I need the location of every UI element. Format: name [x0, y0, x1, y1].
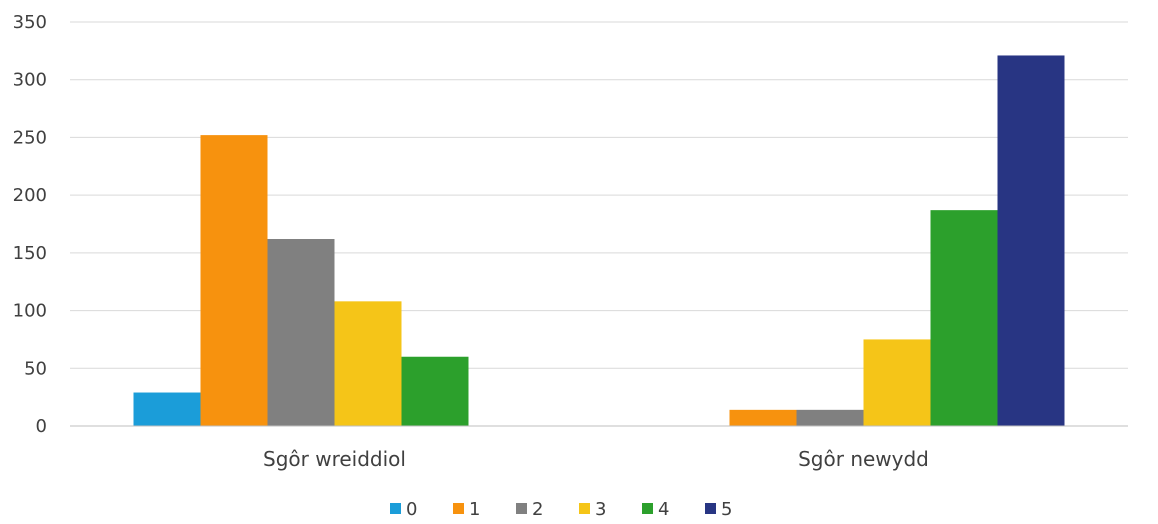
legend: 0 1 2 3 4 5 [390, 499, 732, 520]
bar-1-series-1 [201, 135, 268, 426]
legend-swatch-0 [390, 503, 401, 514]
bar-1-series-2 [268, 239, 335, 426]
y-tick-label-0: 0 [36, 416, 47, 437]
bar-2-series-2 [797, 410, 864, 426]
legend-swatch-1 [453, 503, 464, 514]
legend-swatch-4 [642, 503, 653, 514]
bar-1-series-4 [402, 357, 469, 426]
legend-label-2: 2 [532, 499, 543, 520]
y-tick-label-50: 50 [24, 358, 47, 379]
legend-swatch-2 [516, 503, 527, 514]
x-category-label-1: Sgôr wreiddiol [263, 447, 406, 471]
y-tick-label-350: 350 [13, 12, 47, 33]
legend-label-0: 0 [406, 499, 417, 520]
legend-swatch-5 [705, 503, 716, 514]
bar-2-series-1 [730, 410, 797, 426]
y-tick-label-100: 100 [13, 301, 47, 322]
x-category-label-2: Sgôr newydd [798, 447, 929, 471]
legend-label-5: 5 [721, 499, 732, 520]
legend-label-3: 3 [595, 499, 606, 520]
y-tick-label-250: 250 [13, 127, 47, 148]
y-tick-label-200: 200 [13, 185, 47, 206]
y-tick-label-150: 150 [13, 243, 47, 264]
bar-1-series-3 [335, 301, 402, 426]
legend-swatch-3 [579, 503, 590, 514]
x-axis-category-labels: Sgôr wreiddiol Sgôr newydd [263, 447, 929, 471]
bar-2-series-5 [998, 55, 1065, 426]
legend-label-1: 1 [469, 499, 480, 520]
bar-2-series-3 [864, 339, 931, 426]
y-axis-tick-labels: 0 50 100 150 200 250 300 350 [13, 12, 47, 437]
bar-1-series-0 [134, 393, 201, 426]
bars [134, 55, 1065, 426]
legend-label-4: 4 [658, 499, 669, 520]
bar-2-series-4 [931, 210, 998, 426]
y-tick-label-300: 300 [13, 70, 47, 91]
